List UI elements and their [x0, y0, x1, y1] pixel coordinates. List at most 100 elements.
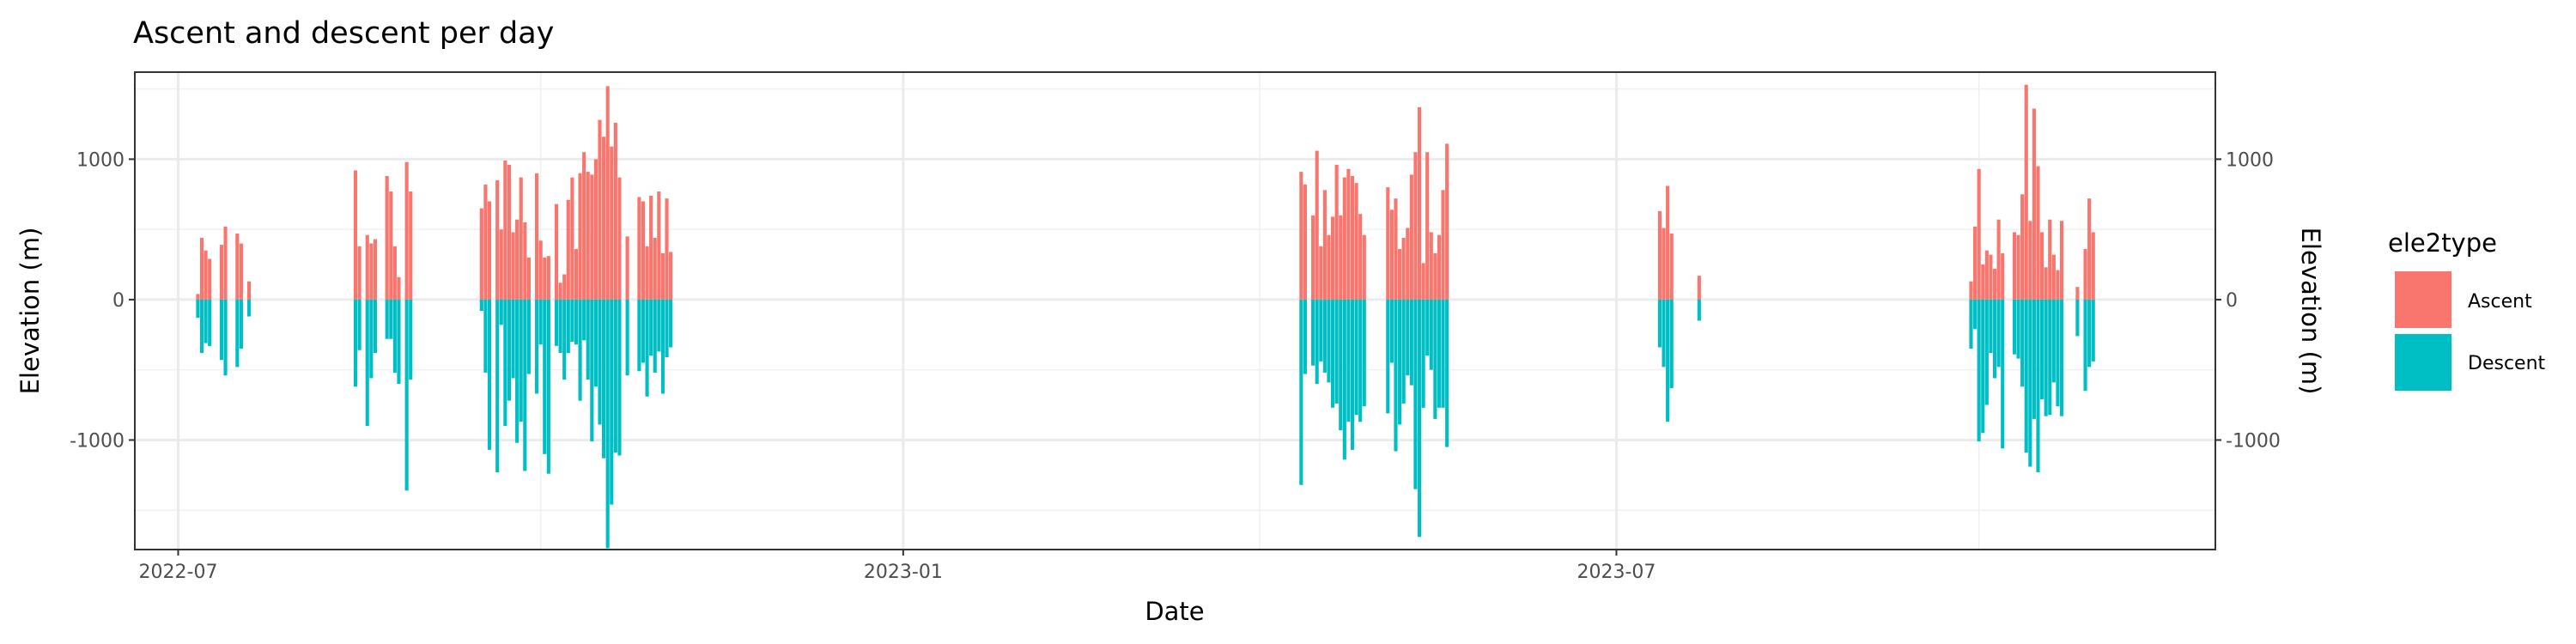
bar-ascent	[1311, 215, 1315, 300]
bar-ascent	[558, 283, 562, 300]
bar-ascent	[235, 234, 240, 300]
bar-descent	[1981, 299, 1985, 434]
bar-ascent	[1984, 250, 1989, 300]
bar-descent	[208, 299, 212, 346]
y-tick-label-right: 1000	[2226, 149, 2274, 171]
bar-descent	[2020, 299, 2025, 387]
bar-descent	[657, 299, 661, 352]
bar-descent	[566, 299, 570, 354]
y-tick-label-left: 1000	[76, 149, 125, 171]
bar-descent	[1299, 299, 1303, 485]
bar-descent	[1339, 299, 1343, 430]
y-tick-label-left: -1000	[70, 430, 125, 452]
bar-ascent	[199, 237, 204, 300]
bar-ascent	[507, 164, 512, 300]
bar-descent	[649, 299, 653, 356]
bar-ascent	[2051, 254, 2056, 300]
x-axis-title: Date	[1145, 597, 1204, 626]
bar-descent	[660, 299, 665, 394]
bar-ascent	[1327, 234, 1331, 300]
bar-ascent	[653, 237, 657, 300]
bar-ascent	[1315, 150, 1319, 300]
bar-descent	[558, 299, 562, 354]
bar-descent	[538, 299, 543, 345]
bar-descent	[483, 299, 488, 373]
bar-ascent	[2016, 234, 2020, 300]
bar-descent	[1992, 299, 1997, 379]
x-tick-label: 2022-07	[139, 562, 218, 583]
bar-descent	[1413, 299, 1418, 489]
bar-descent	[223, 299, 228, 376]
bar-descent	[511, 299, 515, 379]
bar-descent	[625, 299, 629, 376]
plot-panel	[134, 71, 2216, 550]
bar-ascent	[657, 191, 661, 300]
bar-ascent	[2087, 198, 2092, 300]
legend-label-ascent: Ascent	[2468, 291, 2532, 313]
bar-ascent	[2056, 270, 2060, 300]
bar-ascent	[404, 161, 409, 300]
bar-descent	[239, 299, 243, 349]
bar-descent	[578, 299, 582, 401]
bar-descent	[2075, 299, 2080, 337]
y-tick-label-left: 0	[112, 290, 125, 312]
bar-ascent	[1662, 228, 1666, 300]
bar-ascent	[389, 191, 393, 300]
bar-ascent	[2083, 249, 2087, 300]
bar-ascent	[2032, 108, 2036, 300]
bar-ascent	[1413, 152, 1418, 300]
bar-descent	[1417, 299, 1422, 538]
bar-descent	[2083, 299, 2087, 392]
bar-descent	[2048, 299, 2052, 416]
bar-descent	[1969, 299, 1973, 349]
bar-ascent	[357, 246, 361, 300]
bar-descent	[1409, 299, 1413, 386]
bar-descent	[389, 299, 393, 339]
bar-descent	[199, 299, 204, 354]
bar-ascent	[1330, 216, 1335, 300]
bar-descent	[1697, 299, 1701, 321]
bar-ascent	[669, 252, 673, 300]
bar-descent	[369, 299, 374, 379]
bar-ascent	[1417, 106, 1422, 300]
bar-ascent	[196, 294, 200, 300]
bar-descent	[1358, 299, 1363, 422]
bar-descent	[392, 299, 397, 373]
bar-descent	[605, 299, 610, 549]
bar-ascent	[1425, 152, 1430, 300]
bar-descent	[645, 299, 649, 397]
bar-descent	[373, 299, 377, 354]
bar-ascent	[645, 246, 649, 300]
bar-ascent	[511, 232, 515, 300]
bar-descent	[1433, 299, 1437, 419]
bar-ascent	[602, 137, 606, 300]
bar-descent	[1666, 299, 1670, 422]
bar-descent	[543, 299, 547, 454]
bar-ascent	[2044, 267, 2048, 300]
bar-ascent	[1394, 198, 1398, 300]
bar-descent	[397, 299, 401, 385]
bar-ascent	[590, 174, 594, 300]
bar-ascent	[365, 234, 369, 300]
bar-ascent	[649, 195, 653, 300]
legend: ele2type Ascent Descent	[2388, 228, 2546, 391]
bar-descent	[593, 299, 598, 387]
bar-ascent	[479, 208, 483, 300]
bar-ascent	[1409, 174, 1413, 300]
bar-ascent	[353, 170, 358, 300]
bar-descent	[546, 299, 550, 474]
bar-descent	[523, 299, 527, 471]
bar-descent	[582, 299, 586, 341]
bar-ascent	[1362, 234, 1366, 300]
bar-descent	[1437, 299, 1442, 408]
x-tick-label: 2023-01	[864, 562, 943, 583]
legend-title: ele2type	[2388, 228, 2497, 258]
bar-ascent	[578, 173, 582, 300]
bar-descent	[641, 299, 646, 363]
y-axis-title-right: Elevation (m)	[2296, 228, 2325, 395]
bar-ascent	[223, 226, 228, 300]
bar-ascent	[523, 222, 527, 300]
bar-ascent	[2024, 84, 2028, 300]
bar-descent	[1303, 299, 1308, 374]
bar-ascent	[543, 257, 547, 300]
